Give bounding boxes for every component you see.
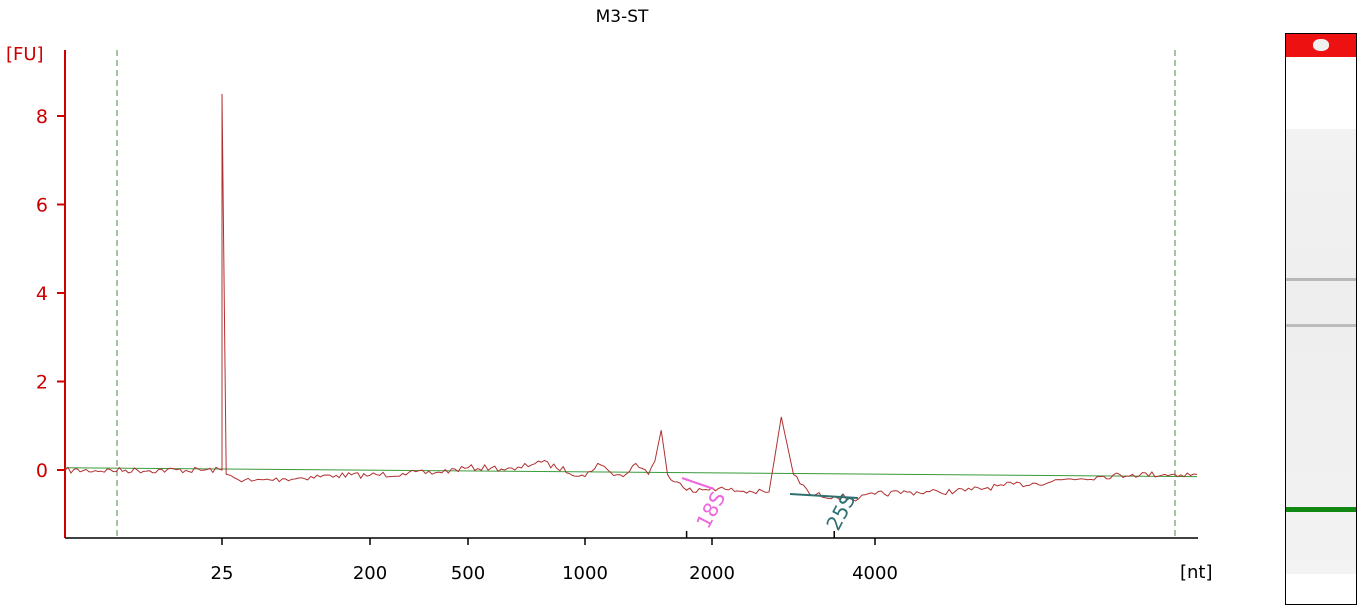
marker-18s-label: 18S	[691, 487, 730, 532]
trace-line	[64, 93, 1198, 502]
x-tick-label-25: 25	[211, 563, 234, 584]
window-boundaries	[116, 50, 1176, 538]
gel-band-18s	[1286, 324, 1356, 327]
y-tick-label-2: 2	[36, 372, 48, 394]
baseline-line	[64, 467, 1198, 478]
baseline-layer	[64, 467, 1198, 478]
electropherogram-chart: M3-ST [FU] [nt] 0 2 4 6 8 25 200 500 1000 2000 40…	[6, 7, 1213, 584]
y-tick-label-8: 8	[36, 106, 48, 128]
marker-25s-line	[789, 493, 859, 499]
trace-layer	[64, 93, 1198, 502]
x-tick-label-500: 500	[451, 563, 485, 584]
gel-lane	[1285, 33, 1357, 605]
gel-band-25s	[1286, 278, 1356, 281]
gel-marker-band	[1286, 34, 1356, 57]
annotation-layer: 18S 25S	[681, 477, 860, 534]
y-tick-label-6: 6	[36, 195, 48, 217]
gel-marker-spot	[1313, 39, 1329, 51]
x-tick-label-1000: 1000	[562, 563, 608, 584]
x-tick-label-2000: 2000	[689, 563, 735, 584]
y-axis-label: [FU]	[6, 44, 44, 65]
gel-smear	[1286, 129, 1356, 574]
x-tick-label-4000: 4000	[852, 563, 898, 584]
x-tick-label-200: 200	[353, 563, 387, 584]
gel-band-lower-marker	[1286, 507, 1356, 512]
y-tick-label-4: 4	[36, 283, 48, 305]
chart-title: M3-ST	[596, 7, 649, 27]
x-axis: 25 200 500 1000 2000 4000	[65, 531, 1198, 584]
x-axis-label: [nt]	[1180, 562, 1213, 583]
y-tick-label-0: 0	[36, 460, 48, 482]
y-axis: 0 2 4 6 8	[36, 50, 66, 538]
marker-18s-line	[681, 477, 715, 490]
